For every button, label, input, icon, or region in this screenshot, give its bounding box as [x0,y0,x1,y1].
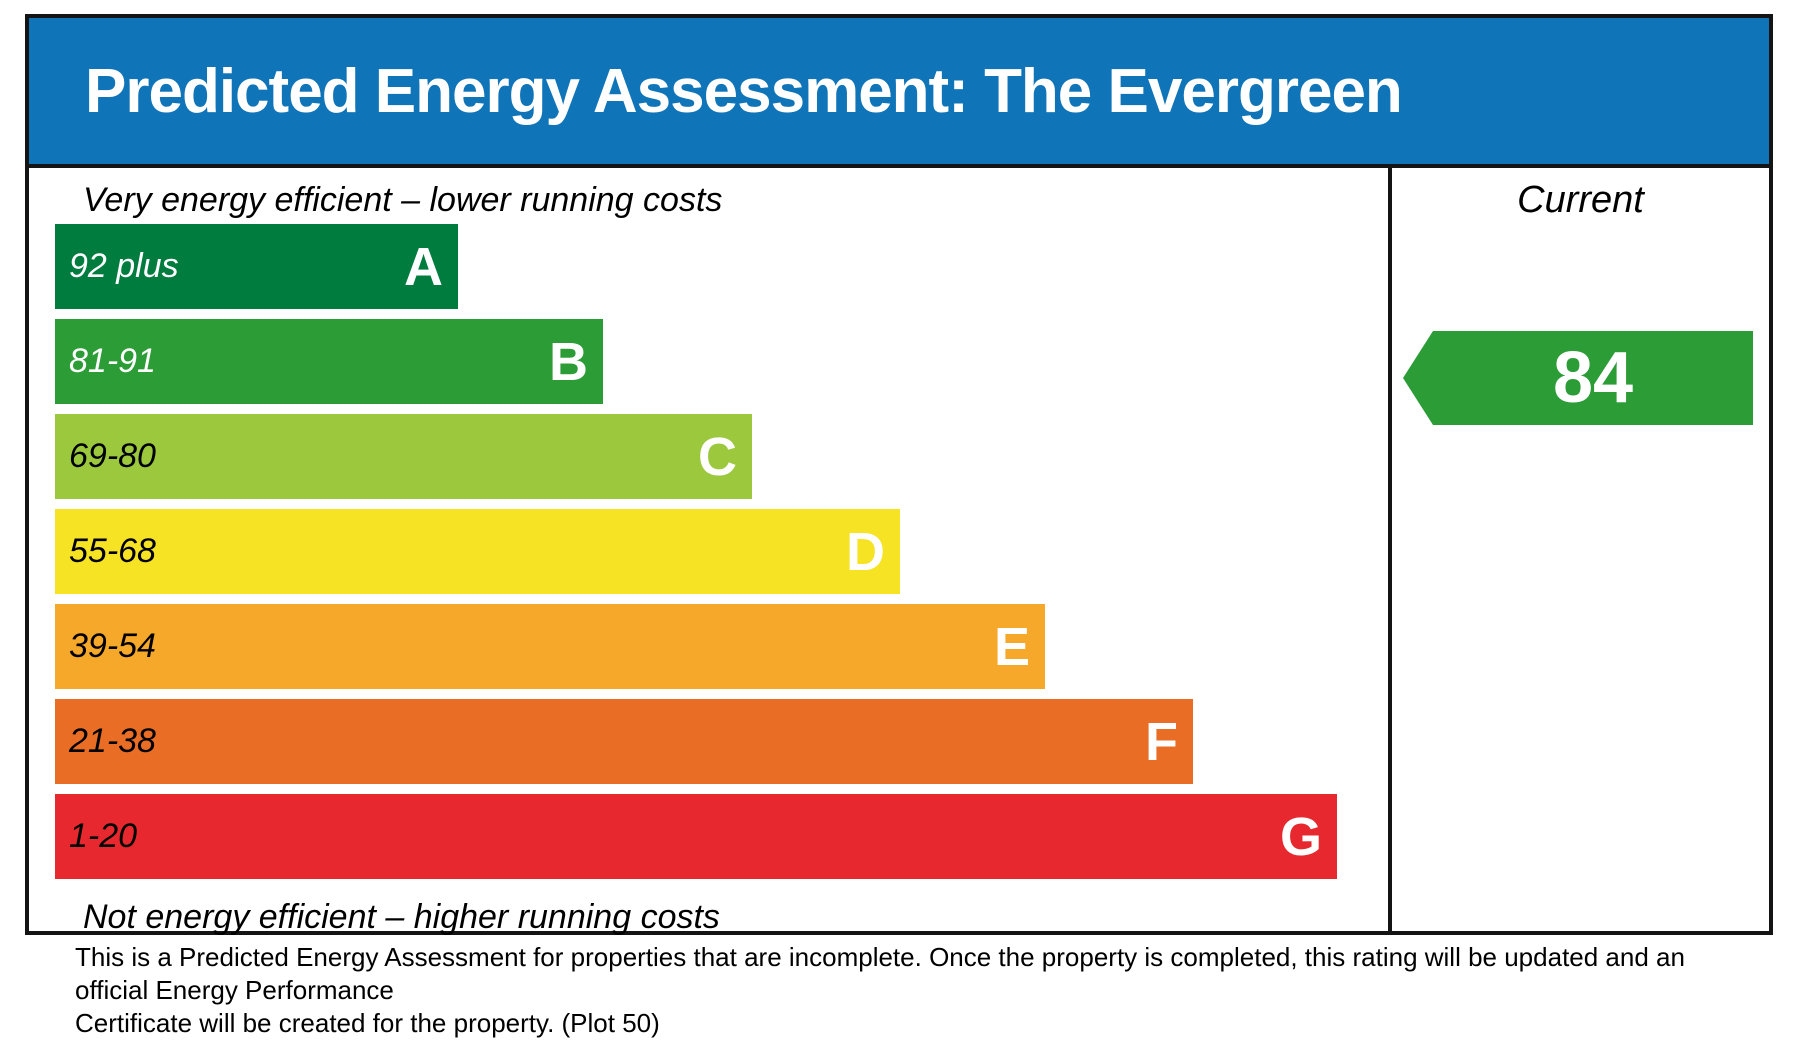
page-title: Predicted Energy Assessment: The Evergre… [85,56,1403,126]
band-letter: E [993,616,1030,677]
current-rating-arrow: 84 [1403,331,1753,425]
band-row-d: 55-68 D [55,509,900,594]
band-range-label: 92 plus [69,247,179,285]
certificate-frame: Predicted Energy Assessment: The Evergre… [25,14,1773,936]
band-range-label: 69-80 [69,437,156,475]
arrow-tip [1403,331,1433,425]
band-letter: G [1279,806,1322,867]
band-letter: C [698,426,737,487]
band-range-label: 21-38 [69,722,156,760]
top-caption: Very energy efficient – lower running co… [83,181,723,219]
band-row-a: 92 plus A [55,224,458,309]
current-rating-panel: Current 84 [1388,168,1769,931]
current-column-header: Current [1517,179,1644,221]
current-rating-value: 84 [1552,338,1634,418]
band-range-label: 39-54 [69,627,156,665]
band-letter: B [549,331,588,392]
rating-chart-panel: Very energy efficient – lower running co… [29,168,1388,936]
band-row-c: 69-80 C [55,414,752,499]
arrow-body: 84 [1433,331,1753,425]
band-row-f: 21-38 F [55,699,1193,784]
band-row-b: 81-91 B [55,319,603,404]
band-row-e: 39-54 E [55,604,1045,689]
footnote-line: This is a Predicted Energy Assessment fo… [75,942,1685,1005]
band-range-label: 1-20 [69,817,138,855]
band-row-g: 1-20 G [55,794,1337,879]
band-range-label: 55-68 [69,532,156,570]
band-range-label: 81-91 [69,342,156,380]
rating-bars: 92 plus A 81-91 B 69-80 C 55-68 D 39-54 E 21-38 F 1-… [55,224,1388,889]
certificate-body: Very energy efficient – lower running co… [29,168,1769,936]
band-letter: A [404,236,443,297]
band-letter: F [1145,711,1178,772]
footnote: This is a Predicted Energy Assessment fo… [75,941,1735,1040]
band-letter: D [846,521,885,582]
certificate-header: Predicted Energy Assessment: The Evergre… [29,18,1769,168]
bottom-caption: Not energy efficient – higher running co… [83,898,720,936]
